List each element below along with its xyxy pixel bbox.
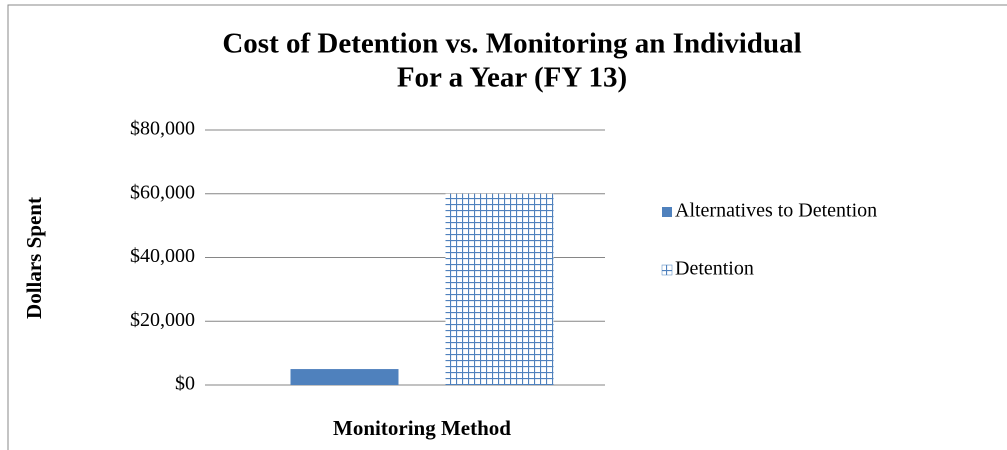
legend-label: Alternatives to Detention [675, 200, 877, 222]
legend-swatch [662, 207, 672, 217]
chart-title: Cost of Detention vs. Monitoring an Indi… [222, 28, 801, 60]
y-axis-title: Dollars Spent [22, 197, 46, 319]
bar [290, 369, 399, 385]
chart-frame [7, 4, 1007, 450]
chart-title: For a Year (FY 13) [397, 62, 627, 94]
legend-swatch [661, 264, 673, 276]
y-tick-label: $40,000 [130, 245, 195, 267]
y-tick-label: $80,000 [130, 118, 195, 140]
bar [445, 193, 554, 385]
y-tick-label: $0 [175, 373, 195, 395]
x-axis-title: Monitoring Method [333, 416, 511, 440]
legend-label: Detention [675, 258, 754, 280]
y-tick-label: $60,000 [130, 181, 195, 203]
y-tick-label: $20,000 [130, 309, 195, 331]
